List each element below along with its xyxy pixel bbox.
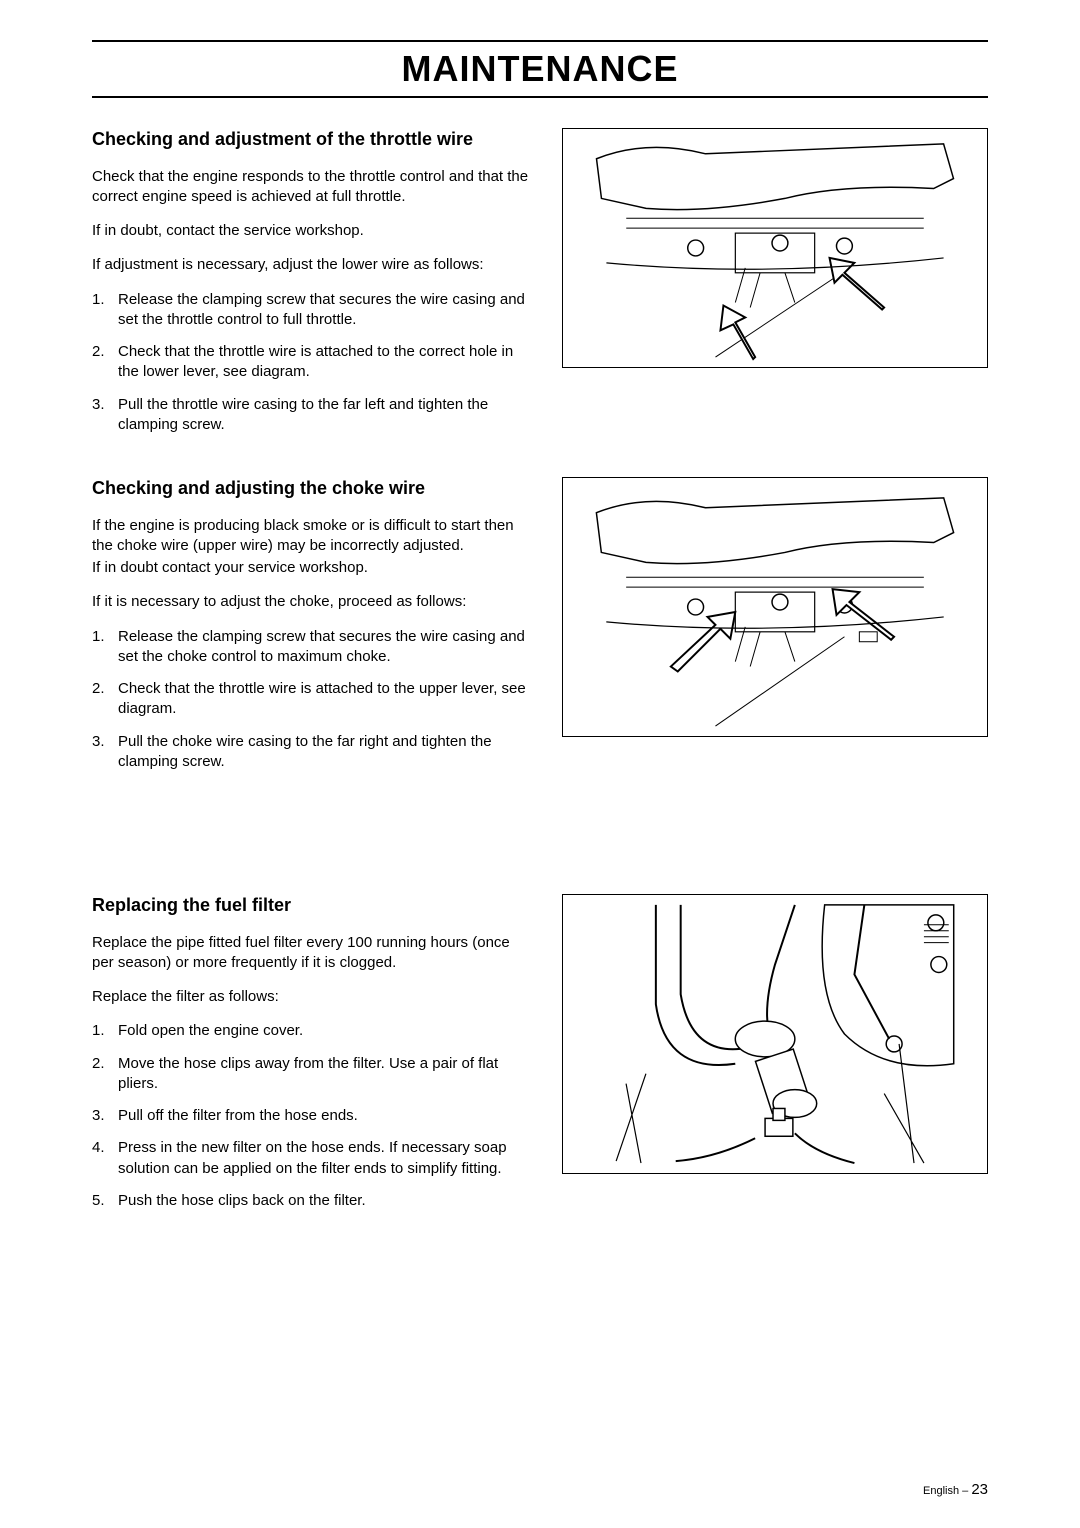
section1-heading: Checking and adjustment of the throttle … [92, 128, 532, 151]
footer-page-number: 23 [971, 1481, 988, 1498]
section3-step: Press in the new filter on the hose ends… [92, 1138, 532, 1179]
section3-steps: Fold open the engine cover. Move the hos… [92, 1021, 532, 1211]
section2-steps: Release the clamping screw that secures … [92, 627, 532, 773]
section2-p1: If the engine is producing black smoke o… [92, 516, 532, 557]
section3-heading: Replacing the fuel filter [92, 894, 532, 917]
section1-step: Check that the throttle wire is attached… [92, 342, 532, 383]
section3-step: Move the hose clips away from the filter… [92, 1054, 532, 1095]
section2-diagram-col [562, 477, 988, 784]
section3-step: Pull off the filter from the hose ends. [92, 1106, 532, 1126]
footer-label: English – [923, 1485, 971, 1497]
section3-step: Push the hose clips back on the filter. [92, 1191, 532, 1211]
section2-heading: Checking and adjusting the choke wire [92, 477, 532, 500]
section3-diagram-col [562, 894, 988, 1223]
section1-text-col: Checking and adjustment of the throttle … [92, 128, 532, 447]
section3-p2: Replace the filter as follows: [92, 987, 532, 1007]
section2-step: Check that the throttle wire is attached… [92, 679, 532, 720]
fuel-filter-diagram [562, 894, 988, 1174]
page-root: MAINTENANCE Checking and adjustment of t… [0, 0, 1080, 1528]
section1-steps: Release the clamping screw that secures … [92, 290, 532, 436]
throttle-wire-diagram [562, 128, 988, 368]
section2-step: Release the clamping screw that secures … [92, 627, 532, 668]
section3-p1: Replace the pipe fitted fuel filter ever… [92, 933, 532, 974]
section-throttle-wire: Checking and adjustment of the throttle … [92, 128, 988, 447]
section1-p3: If adjustment is necessary, adjust the l… [92, 255, 532, 275]
section3-text-col: Replacing the fuel filter Replace the pi… [92, 894, 532, 1223]
section1-diagram-col [562, 128, 988, 447]
section2-step: Pull the choke wire casing to the far ri… [92, 732, 532, 773]
page-title: MAINTENANCE [92, 42, 988, 96]
section-choke-wire: Checking and adjusting the choke wire If… [92, 477, 988, 784]
section1-step: Pull the throttle wire casing to the far… [92, 395, 532, 436]
choke-wire-diagram [562, 477, 988, 737]
section1-p2: If in doubt, contact the service worksho… [92, 221, 532, 241]
title-bottom-rule [92, 96, 988, 98]
section2-text-col: Checking and adjusting the choke wire If… [92, 477, 532, 784]
section1-p1: Check that the engine responds to the th… [92, 167, 532, 208]
section1-step: Release the clamping screw that secures … [92, 290, 532, 331]
section-fuel-filter: Replacing the fuel filter Replace the pi… [92, 894, 988, 1223]
section2-p2: If in doubt contact your service worksho… [92, 558, 532, 578]
section3-step: Fold open the engine cover. [92, 1021, 532, 1041]
section2-p3: If it is necessary to adjust the choke, … [92, 592, 532, 612]
page-footer: English – 23 [923, 1481, 988, 1498]
